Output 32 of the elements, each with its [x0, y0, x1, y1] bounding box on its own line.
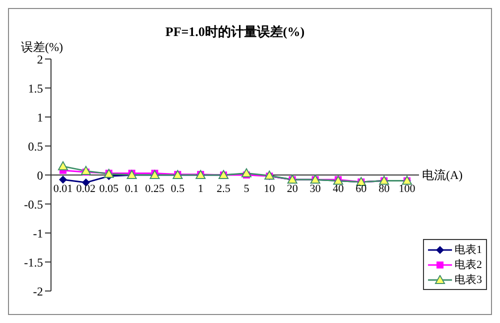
x-tick-label: 20 — [286, 183, 298, 195]
x-tick-label: 30 — [310, 183, 322, 195]
y-tick-label: 1 — [37, 110, 43, 124]
x-tick-label: 2.5 — [216, 183, 231, 195]
x-tick-label: 0.02 — [76, 183, 96, 195]
point — [80, 166, 91, 175]
x-tick-label: 1 — [198, 183, 204, 195]
x-tick-label: 40 — [332, 183, 344, 195]
chart-title: PF=1.0时的计量误差(%) — [164, 23, 306, 41]
y-tick-label: 0.5 — [28, 139, 43, 154]
legend-label: 电表2 — [454, 258, 482, 272]
x-tick-label: 0.05 — [99, 183, 119, 195]
x-tick-label: 100 — [398, 183, 416, 195]
point — [58, 161, 68, 170]
point — [59, 176, 67, 184]
x-tick-label: 0.1 — [124, 183, 139, 195]
y-tick-label: 1.5 — [28, 81, 43, 96]
x-tick-label: 10 — [264, 183, 276, 195]
x-tick-label: 80 — [378, 183, 390, 195]
x-tick-label: 60 — [356, 183, 368, 195]
legend-label: 电表1 — [454, 243, 482, 257]
legend-label: 电表3 — [454, 273, 482, 287]
y-tick-label: -1.5 — [24, 255, 43, 270]
x-tick-label: 0.01 — [53, 183, 73, 195]
y-tick-label: -2 — [33, 284, 43, 298]
y-tick-label: 0 — [37, 168, 43, 182]
x-tick-label: 0.25 — [145, 183, 165, 195]
x-tick-label: 0.5 — [170, 183, 186, 195]
x-axis-title: 电流(A) — [422, 167, 463, 184]
x-tick-label: 5 — [244, 183, 250, 195]
y-tick-label: -0.5 — [24, 197, 43, 212]
y-tick-label: -1 — [33, 226, 43, 240]
